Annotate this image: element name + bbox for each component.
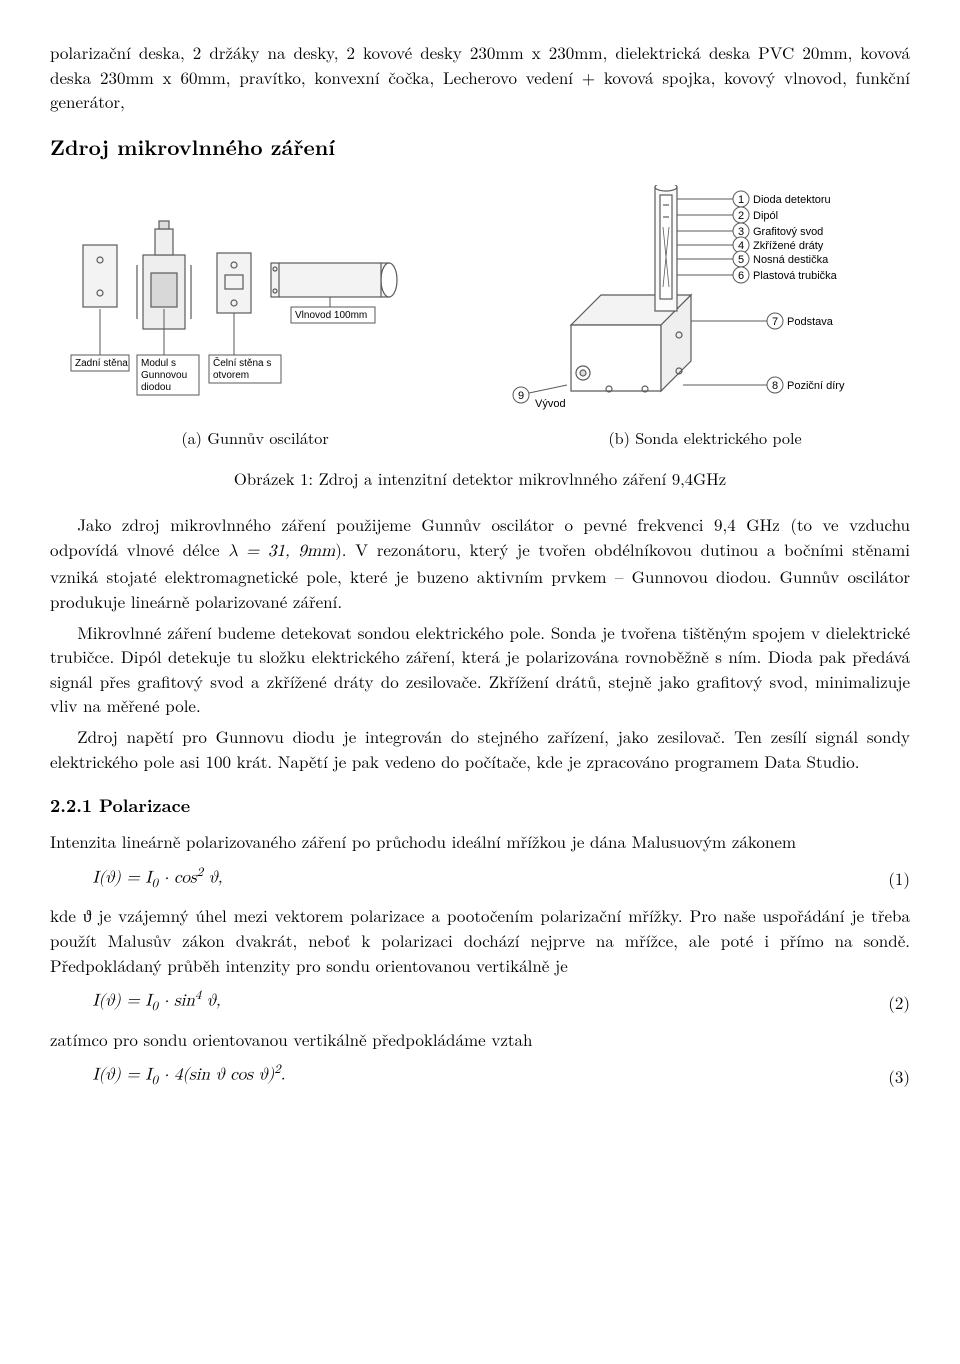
svg-text:2: 2 [738,210,744,222]
svg-text:5: 5 [738,254,744,266]
svg-text:Poziční díry: Poziční díry [787,380,845,392]
svg-text:Vývod: Vývod [535,398,566,410]
svg-text:9: 9 [518,390,524,402]
svg-text:1: 1 [738,194,744,206]
label-waveguide: Vlnovod 100mm [295,310,367,321]
figure-1a-caption: (a) Gunnův oscilátor [50,426,460,449]
eq1-number: (1) [859,866,910,891]
svg-text:diodou: diodou [141,382,171,393]
equation-1: I(ϑ) = I0 · cos2 ϑ, (1) [50,864,910,894]
body-p2: Mikrovlnné záření budeme detekovat sondo… [50,620,910,719]
svg-text:otvorem: otvorem [213,370,249,381]
body-p1: Jako zdroj mikrovlnného záření použijeme… [50,512,910,614]
svg-text:Gunnovou: Gunnovou [141,370,187,381]
svg-text:Zkřížené dráty: Zkřížené dráty [753,240,824,252]
svg-text:4: 4 [738,240,744,252]
probe-schematic: 1 Dioda detektoru 2 Dipól 3 Grafitový sv… [505,185,905,415]
svg-text:Nosná destička: Nosná destička [753,254,829,266]
svg-text:Dipól: Dipól [753,210,778,222]
svg-text:Modul s: Modul s [141,358,176,369]
figure-1b: 1 Dioda detektoru 2 Dipól 3 Grafitový sv… [500,185,910,450]
polar-p1: Intenzita lineárně polarizovaného záření… [50,829,910,854]
gunn-oscillator-schematic: Zadní stěna Modul s Gunnovou diodou Čeln… [65,205,445,415]
svg-text:Dioda detektoru: Dioda detektoru [753,194,831,206]
lambda-math: λ = 31, 9mm [228,543,335,560]
callout-1: 1 Dioda detektoru [677,191,831,207]
polar-p2: kde ϑ je vzájemný úhel mezi vektorem pol… [50,903,910,977]
svg-text:6: 6 [738,270,744,282]
eq3-number: (3) [859,1064,910,1089]
intro-paragraph: polarizační deska, 2 držáky na desky, 2 … [50,40,910,114]
equation-3: I(ϑ) = I0 · 4(sin ϑ cos ϑ)2. (3) [50,1061,910,1091]
section-heading: Zdroj mikrovlnného záření [50,132,910,163]
svg-text:Čelní stěna s: Čelní stěna s [213,356,271,369]
svg-text:Grafitový svod: Grafitový svod [753,226,823,238]
svg-text:8: 8 [772,380,778,392]
equation-2: I(ϑ) = I0 · sin4 ϑ, (2) [50,987,910,1017]
subsection-heading: 2.2.1 Polarizace [50,793,910,819]
body-p3: Zdroj napětí pro Gunnovu diodu je integr… [50,724,910,773]
label-back: Zadní stěna [75,358,128,369]
svg-text:Podstava: Podstava [787,316,834,328]
svg-text:7: 7 [772,316,778,328]
figure-1-caption: Obrázek 1: Zdroj a intenzitní detektor m… [50,466,910,490]
figure-1a: Zadní stěna Modul s Gunnovou diodou Čeln… [50,205,460,450]
svg-text:Plastová trubička: Plastová trubička [753,270,838,282]
svg-text:3: 3 [738,226,744,238]
figure-1b-caption: (b) Sonda elektrického pole [500,426,910,449]
eq2-number: (2) [859,990,910,1015]
figure-1: Zadní stěna Modul s Gunnovou diodou Čeln… [50,185,910,490]
polar-p3: zatímco pro sondu orientovanou vertikáln… [50,1027,910,1052]
